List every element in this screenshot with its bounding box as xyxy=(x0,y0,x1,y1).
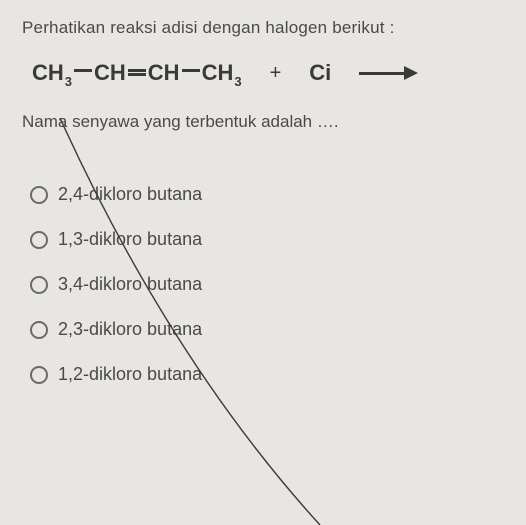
group-ch3: CH 3 xyxy=(202,60,242,86)
single-bond xyxy=(74,69,92,72)
group-sub: 3 xyxy=(234,74,241,89)
group-text: CH xyxy=(32,60,64,86)
molecule: CH 3 CH CH CH 3 xyxy=(32,60,242,86)
group-ch: CH xyxy=(94,60,126,86)
question-prompt-1: Perhatikan reaksi adisi dengan halogen b… xyxy=(22,18,504,38)
group-text: CH xyxy=(148,60,180,86)
radio-icon[interactable] xyxy=(30,366,48,384)
double-bond xyxy=(128,69,146,76)
group-text: CH xyxy=(202,60,234,86)
group-text: CH xyxy=(94,60,126,86)
option-label: 1,2-dikloro butana xyxy=(58,364,202,385)
option-row[interactable]: 3,4-dikloro butana xyxy=(30,274,504,295)
radio-icon[interactable] xyxy=(30,186,48,204)
option-row[interactable]: 1,3-dikloro butana xyxy=(30,229,504,250)
reagent: Ci xyxy=(309,60,331,86)
single-bond xyxy=(182,69,200,72)
radio-icon[interactable] xyxy=(30,321,48,339)
option-row[interactable]: 2,3-dikloro butana xyxy=(30,319,504,340)
options-list: 2,4-dikloro butana 1,3-dikloro butana 3,… xyxy=(30,184,504,385)
option-label: 2,4-dikloro butana xyxy=(58,184,202,205)
plus-sign: + xyxy=(270,62,282,85)
option-label: 2,3-dikloro butana xyxy=(58,319,202,340)
option-row[interactable]: 1,2-dikloro butana xyxy=(30,364,504,385)
reaction-formula: CH 3 CH CH CH 3 + Ci xyxy=(32,60,504,86)
option-label: 3,4-dikloro butana xyxy=(58,274,202,295)
arrow-head-icon xyxy=(404,66,418,80)
radio-icon[interactable] xyxy=(30,276,48,294)
option-label: 1,3-dikloro butana xyxy=(58,229,202,250)
group-sub: 3 xyxy=(65,74,72,89)
radio-icon[interactable] xyxy=(30,231,48,249)
reaction-arrow xyxy=(359,66,418,80)
group-ch3: CH 3 xyxy=(32,60,72,86)
group-ch: CH xyxy=(148,60,180,86)
option-row[interactable]: 2,4-dikloro butana xyxy=(30,184,504,205)
arrow-line xyxy=(359,72,405,75)
question-prompt-2: Nama senyawa yang terbentuk adalah …. xyxy=(22,112,504,132)
